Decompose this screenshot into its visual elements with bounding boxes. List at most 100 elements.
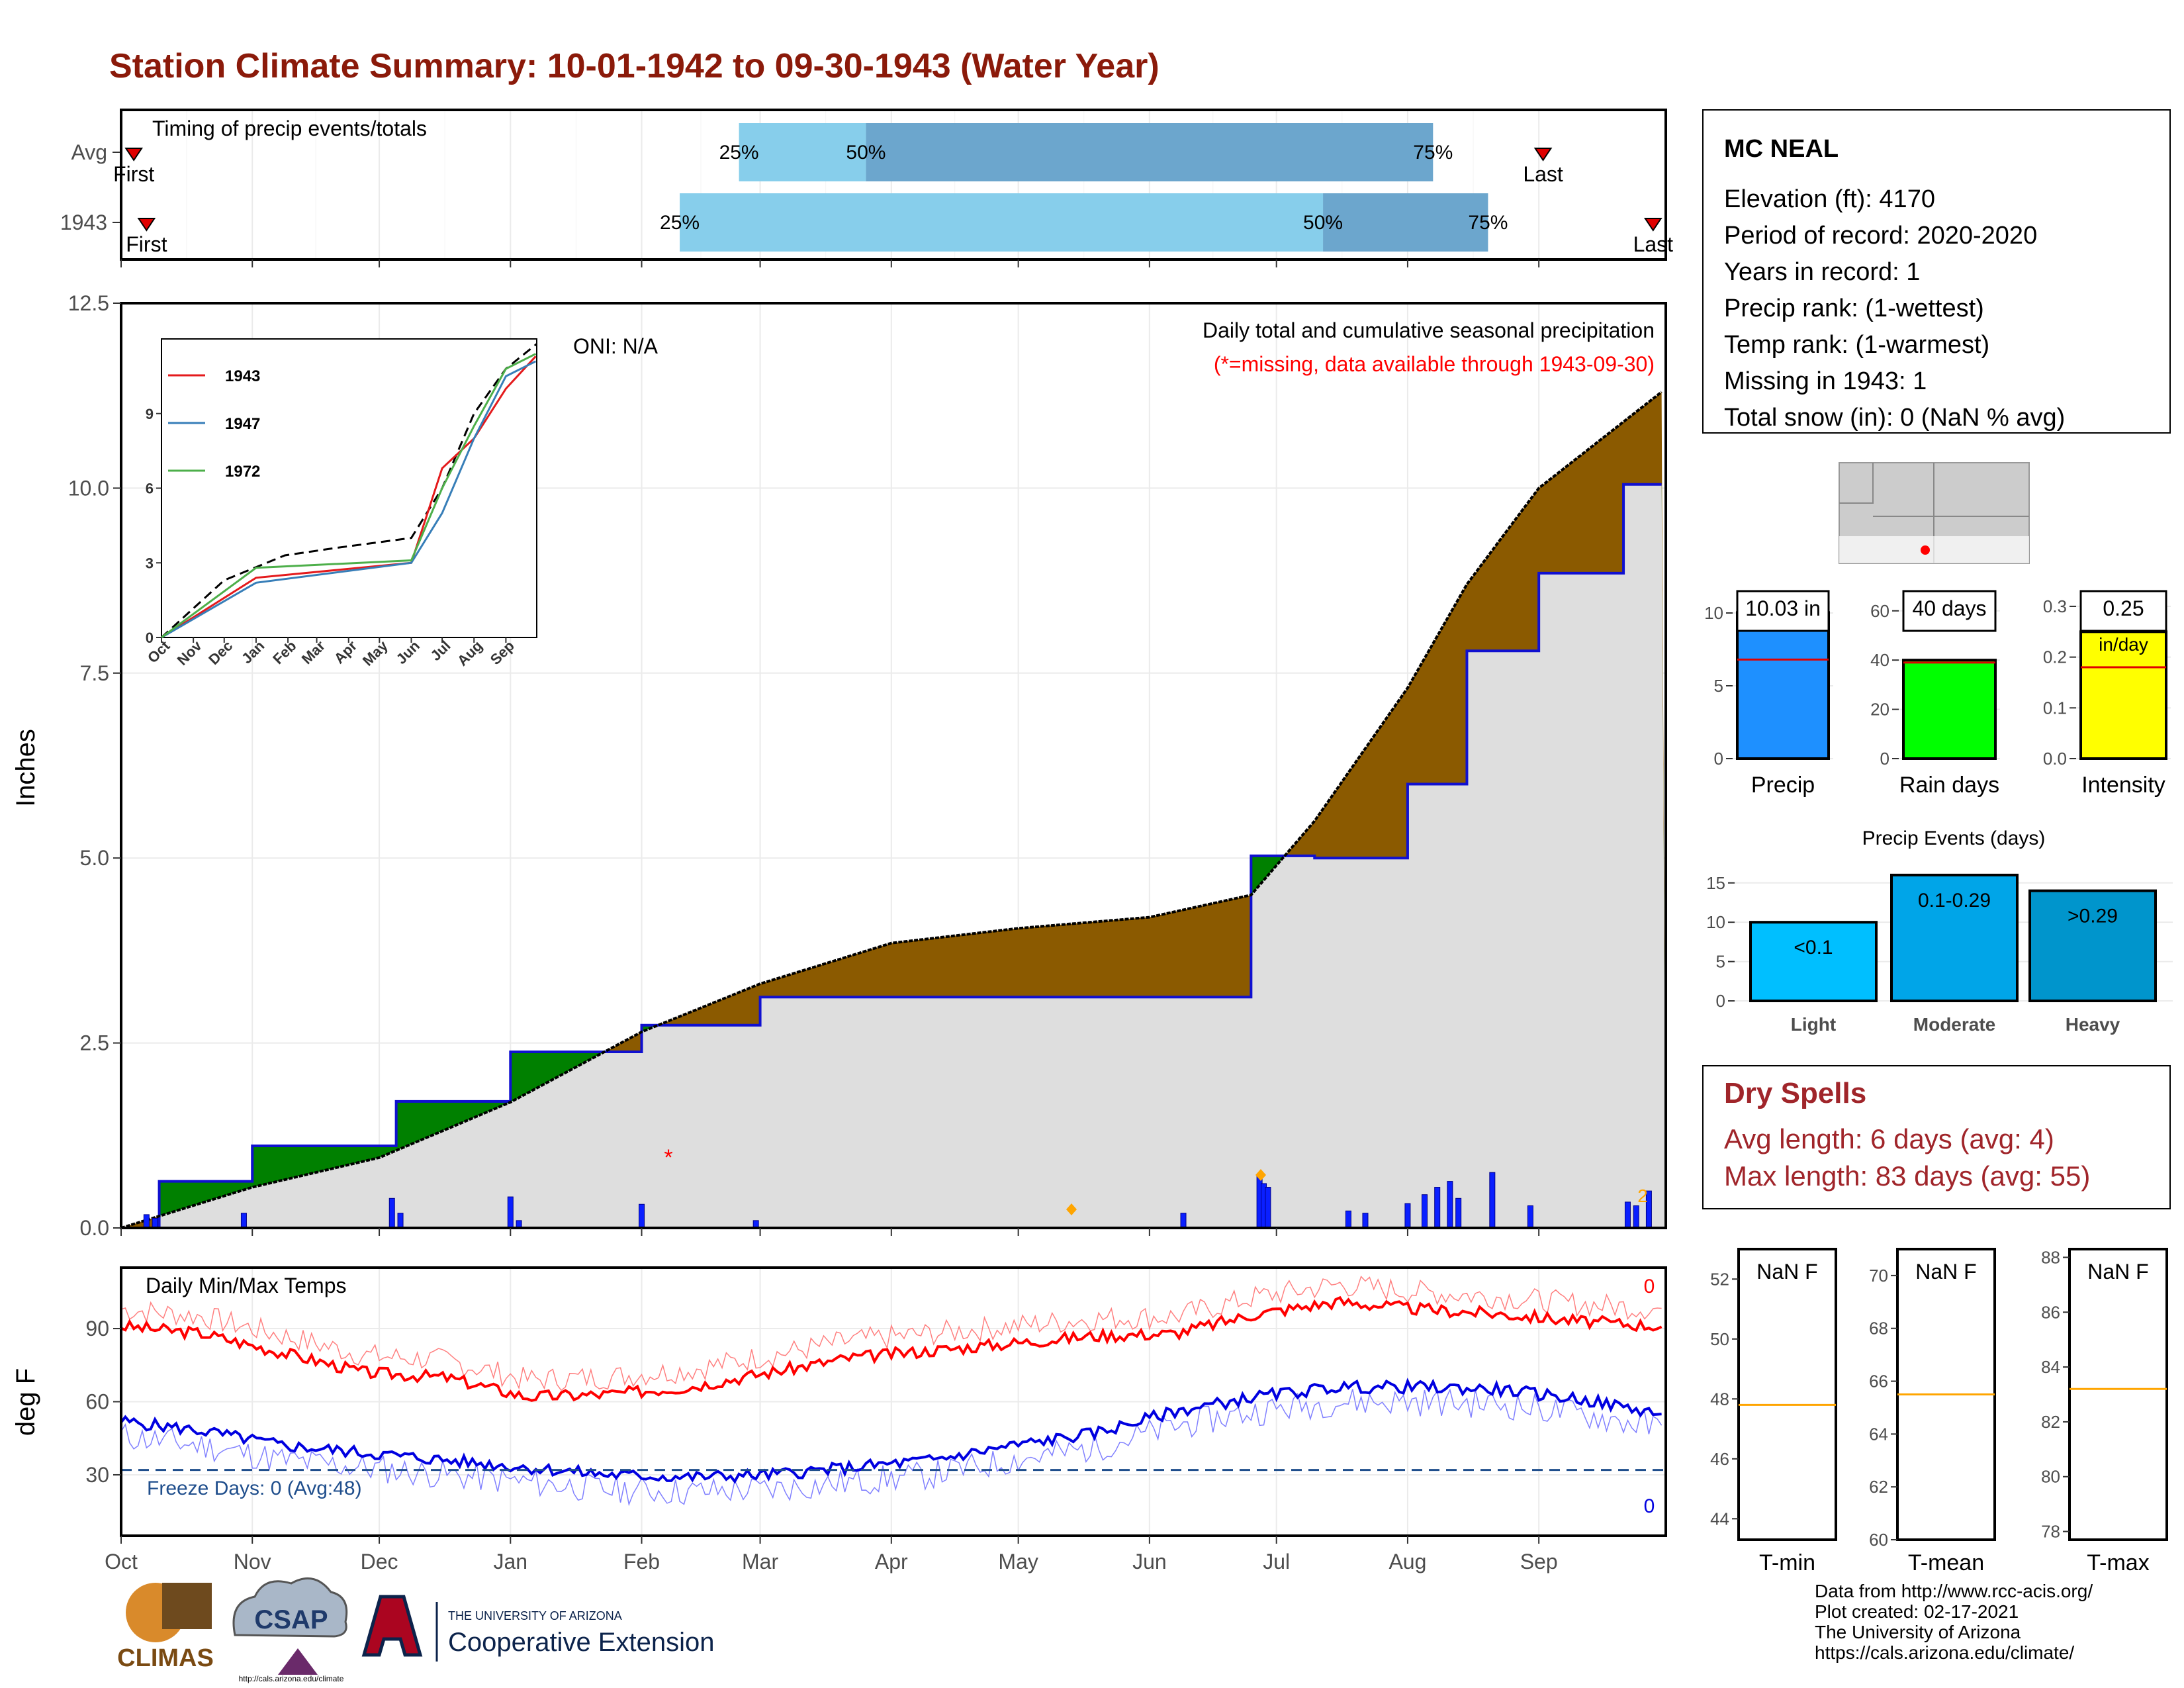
daily-precip-bar (1489, 1172, 1496, 1229)
month-label: Oct (105, 1550, 138, 1573)
temp-box-ytick-label: 66 (1869, 1372, 1888, 1391)
current-cumulative-line (120, 391, 1662, 1229)
temp-box-label: T-max (2087, 1550, 2149, 1575)
climas-logo-block (162, 1583, 212, 1629)
first-label: First (113, 162, 154, 186)
mini-value-box (1902, 590, 1997, 632)
temp-box-value: NaN F (2087, 1260, 2148, 1284)
legend-label: 1972 (225, 463, 260, 481)
station-location-dot (1921, 545, 1930, 555)
missing-note: (*=missing, data available through 1943-… (1214, 352, 1655, 376)
daily-precip-bar (143, 1214, 150, 1229)
temp-box-ytick-label: 70 (1869, 1266, 1888, 1286)
mini-ytick-label: 40 (1870, 650, 1889, 670)
temp-box-label: T-min (1759, 1550, 1815, 1575)
events-title: Precip Events (days) (1862, 827, 2046, 849)
timing-q25-q50-bar (680, 193, 1324, 252)
mini-bar (1736, 611, 1830, 761)
temp-ytick-label: 30 (85, 1463, 109, 1487)
mini-ytick-label: 5 (1714, 676, 1723, 696)
tmax-count: 0 (1644, 1276, 1655, 1297)
mini-value-box (1736, 590, 1830, 632)
station-info-line: Years in record: 1 (1724, 258, 1920, 286)
last-label: Last (1633, 232, 1674, 256)
station-info-line: Missing in 1943: 1 (1724, 367, 1927, 395)
tmin-avg-line (120, 1388, 1662, 1507)
avg-cumulative-line (121, 483, 1662, 1229)
timing-row-label: Avg (71, 140, 107, 164)
last-marker-icon (1533, 148, 1553, 162)
events-ytick-label: 10 (1706, 912, 1725, 932)
ua-big-text: Cooperative Extension (448, 1628, 714, 1657)
daily-precip-bar (1404, 1203, 1411, 1229)
daily-precip-bar (1265, 1187, 1271, 1229)
temp-box-label: T-mean (1908, 1550, 1984, 1575)
temp-box-ytick-label: 88 (2041, 1247, 2060, 1267)
footer: Data from http://www.rcc-acis.org/ Plot … (1815, 1581, 2093, 1663)
temp-box (2068, 1248, 2168, 1541)
precip-ytick-label: 5.0 (80, 846, 109, 870)
daily-precip-bar (397, 1213, 404, 1229)
tmin-line (120, 1378, 1662, 1484)
station-info-line: Total snow (in): 0 (NaN % avg) (1724, 404, 2065, 432)
month-label: May (998, 1550, 1038, 1573)
dry-spells-title: Dry Spells (1724, 1077, 1866, 1109)
mini-value-sub: in/day (2099, 634, 2148, 655)
timing-p75-label: 75% (1413, 142, 1453, 164)
mini-ytick-label: 0.2 (2043, 647, 2067, 667)
month-label: Mar (742, 1550, 778, 1573)
precip-ytick-label: 0.0 (80, 1216, 109, 1240)
timing-row-label: 1943 (60, 211, 107, 234)
timing-p75-label: 75% (1468, 212, 1508, 234)
temp-box-ytick-label: 50 (1710, 1329, 1729, 1349)
temp-box-ytick-label: 82 (2041, 1412, 2060, 1432)
events-ytick-label: 5 (1716, 952, 1725, 972)
mini-bar (1902, 659, 1997, 760)
precip-ytick-label: 10.0 (68, 476, 109, 500)
inset-ytick-label: 6 (146, 481, 154, 497)
events-ytick-label: 0 (1716, 991, 1725, 1011)
temp-box-ytick-label: 86 (2041, 1302, 2060, 1322)
dry-spells-avg: Avg length: 6 days (avg: 4) (1724, 1123, 2054, 1154)
daily-precip-bar (1527, 1205, 1533, 1229)
footer-line: Data from http://www.rcc-acis.org/ (1815, 1581, 2093, 1601)
timing-q50-q75-bar (866, 123, 1433, 181)
month-label: Nov (234, 1550, 271, 1573)
map-mexico (1839, 536, 2029, 563)
ua-small-text: THE UNIVERSITY OF ARIZONA (448, 1609, 622, 1622)
daily-precip-bar (388, 1197, 395, 1229)
events-category-label: Moderate (1913, 1014, 1995, 1035)
events-value-label: <0.1 (1794, 937, 1833, 959)
inset-ytick-label: 3 (146, 555, 154, 571)
temp-box-value: NaN F (1756, 1260, 1817, 1284)
inset-series-line (161, 353, 537, 639)
precip-ylabel: Inches (11, 729, 40, 807)
tmax-line (120, 1295, 1662, 1402)
mini-ytick-label: 0.1 (2043, 698, 2067, 718)
inset-frame (161, 338, 537, 638)
temp-box-value: NaN F (1915, 1260, 1976, 1284)
month-label: Aug (1388, 1550, 1426, 1573)
temp-box-ytick-label: 64 (1869, 1424, 1888, 1444)
daily-precip-bar (1434, 1187, 1441, 1229)
station-info-line: Elevation (ft): 4170 (1724, 185, 1935, 213)
precip-ytick-label: 12.5 (68, 291, 109, 315)
temp-ylabel: deg F (11, 1368, 40, 1436)
mini-ytick-label: 0.3 (2043, 596, 2067, 616)
csap-cloud-icon (232, 1577, 348, 1638)
timing-p50-label: 50% (1303, 212, 1343, 234)
mini-value-label: 10.03 in (1745, 596, 1821, 620)
snow-count: 2 (1637, 1186, 1648, 1206)
temp-ytick-label: 90 (85, 1317, 109, 1340)
mini-category-label: Intensity (2081, 773, 2165, 798)
mini-ytick-label: 10 (1704, 603, 1723, 623)
station-info-line: Temp rank: (1-warmest) (1724, 331, 1989, 359)
timing-q25-q50-bar (739, 123, 866, 181)
missing-marker: * (664, 1145, 672, 1170)
temp-box-ytick-label: 52 (1710, 1269, 1729, 1289)
legend-label: 1947 (225, 415, 260, 433)
station-info-line: Period of record: 2020-2020 (1724, 222, 2037, 250)
temp-ytick-label: 60 (85, 1390, 109, 1414)
temp-box-ytick-label: 44 (1710, 1509, 1729, 1528)
